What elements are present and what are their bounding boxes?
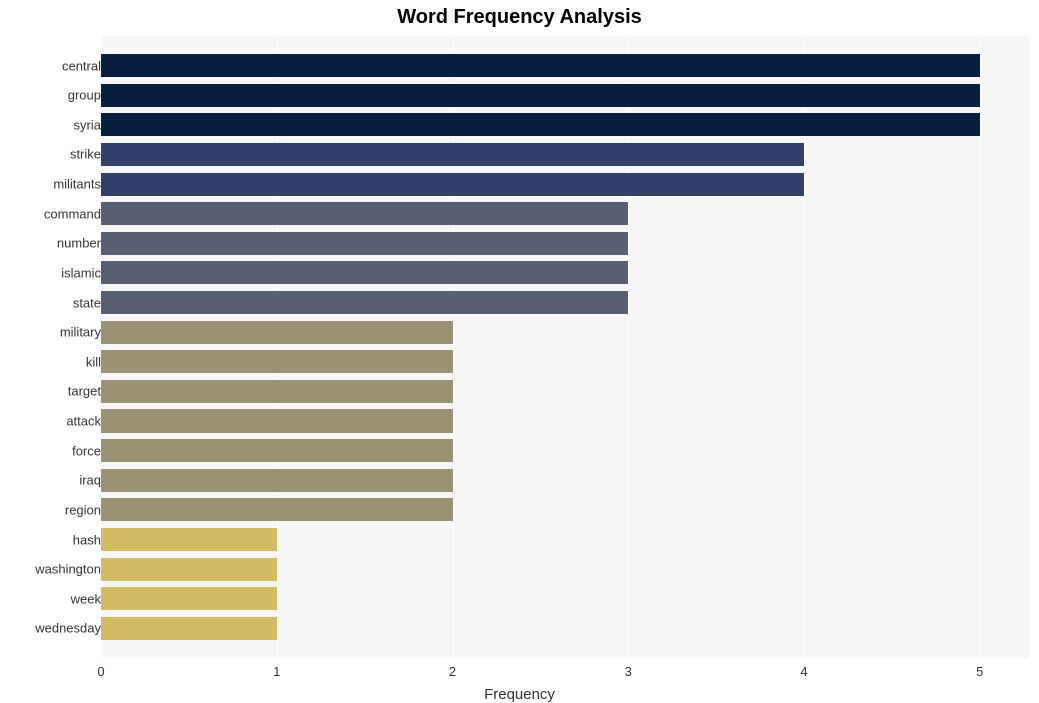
bar	[101, 380, 453, 403]
bar	[101, 113, 980, 136]
x-tick-label: 5	[976, 664, 983, 679]
bar	[101, 350, 453, 373]
y-tick-label: islamic	[0, 265, 101, 280]
x-axis-label: Frequency	[0, 686, 1039, 703]
y-tick-label: kill	[0, 354, 101, 369]
y-tick-label: group	[0, 88, 101, 103]
chart-container: Word Frequency Analysis Frequency 0 1 2 3 4 5…	[0, 0, 1039, 701]
bar	[101, 587, 277, 610]
bar	[101, 409, 453, 432]
y-tick-label: target	[0, 384, 101, 399]
y-tick-label: hash	[0, 532, 101, 547]
bar	[101, 617, 277, 640]
bar	[101, 84, 980, 107]
bar	[101, 291, 628, 314]
x-gridline	[980, 36, 981, 658]
y-tick-label: iraq	[0, 473, 101, 488]
bar	[101, 558, 277, 581]
bar	[101, 469, 453, 492]
y-tick-label: washington	[0, 562, 101, 577]
bar	[101, 439, 453, 462]
bar	[101, 143, 804, 166]
bar	[101, 232, 628, 255]
x-tick-label: 0	[97, 664, 104, 679]
y-tick-label: syria	[0, 117, 101, 132]
y-tick-label: wednesday	[0, 621, 101, 636]
bar	[101, 321, 453, 344]
y-tick-label: strike	[0, 147, 101, 162]
y-tick-label: week	[0, 591, 101, 606]
x-tick-label: 4	[800, 664, 807, 679]
bar	[101, 202, 628, 225]
x-tick-label: 1	[273, 664, 280, 679]
y-tick-label: number	[0, 236, 101, 251]
bar	[101, 528, 277, 551]
y-tick-label: state	[0, 295, 101, 310]
y-tick-label: militants	[0, 177, 101, 192]
bar	[101, 173, 804, 196]
chart-title: Word Frequency Analysis	[0, 6, 1039, 29]
y-tick-label: military	[0, 325, 101, 340]
x-tick-label: 2	[449, 664, 456, 679]
bar	[101, 261, 628, 284]
bar	[101, 498, 453, 521]
y-tick-label: force	[0, 443, 101, 458]
plot-area	[101, 36, 1029, 658]
x-tick-label: 3	[625, 664, 632, 679]
y-tick-label: region	[0, 502, 101, 517]
y-tick-label: central	[0, 58, 101, 73]
y-tick-label: command	[0, 206, 101, 221]
y-tick-label: attack	[0, 414, 101, 429]
bar	[101, 54, 980, 77]
